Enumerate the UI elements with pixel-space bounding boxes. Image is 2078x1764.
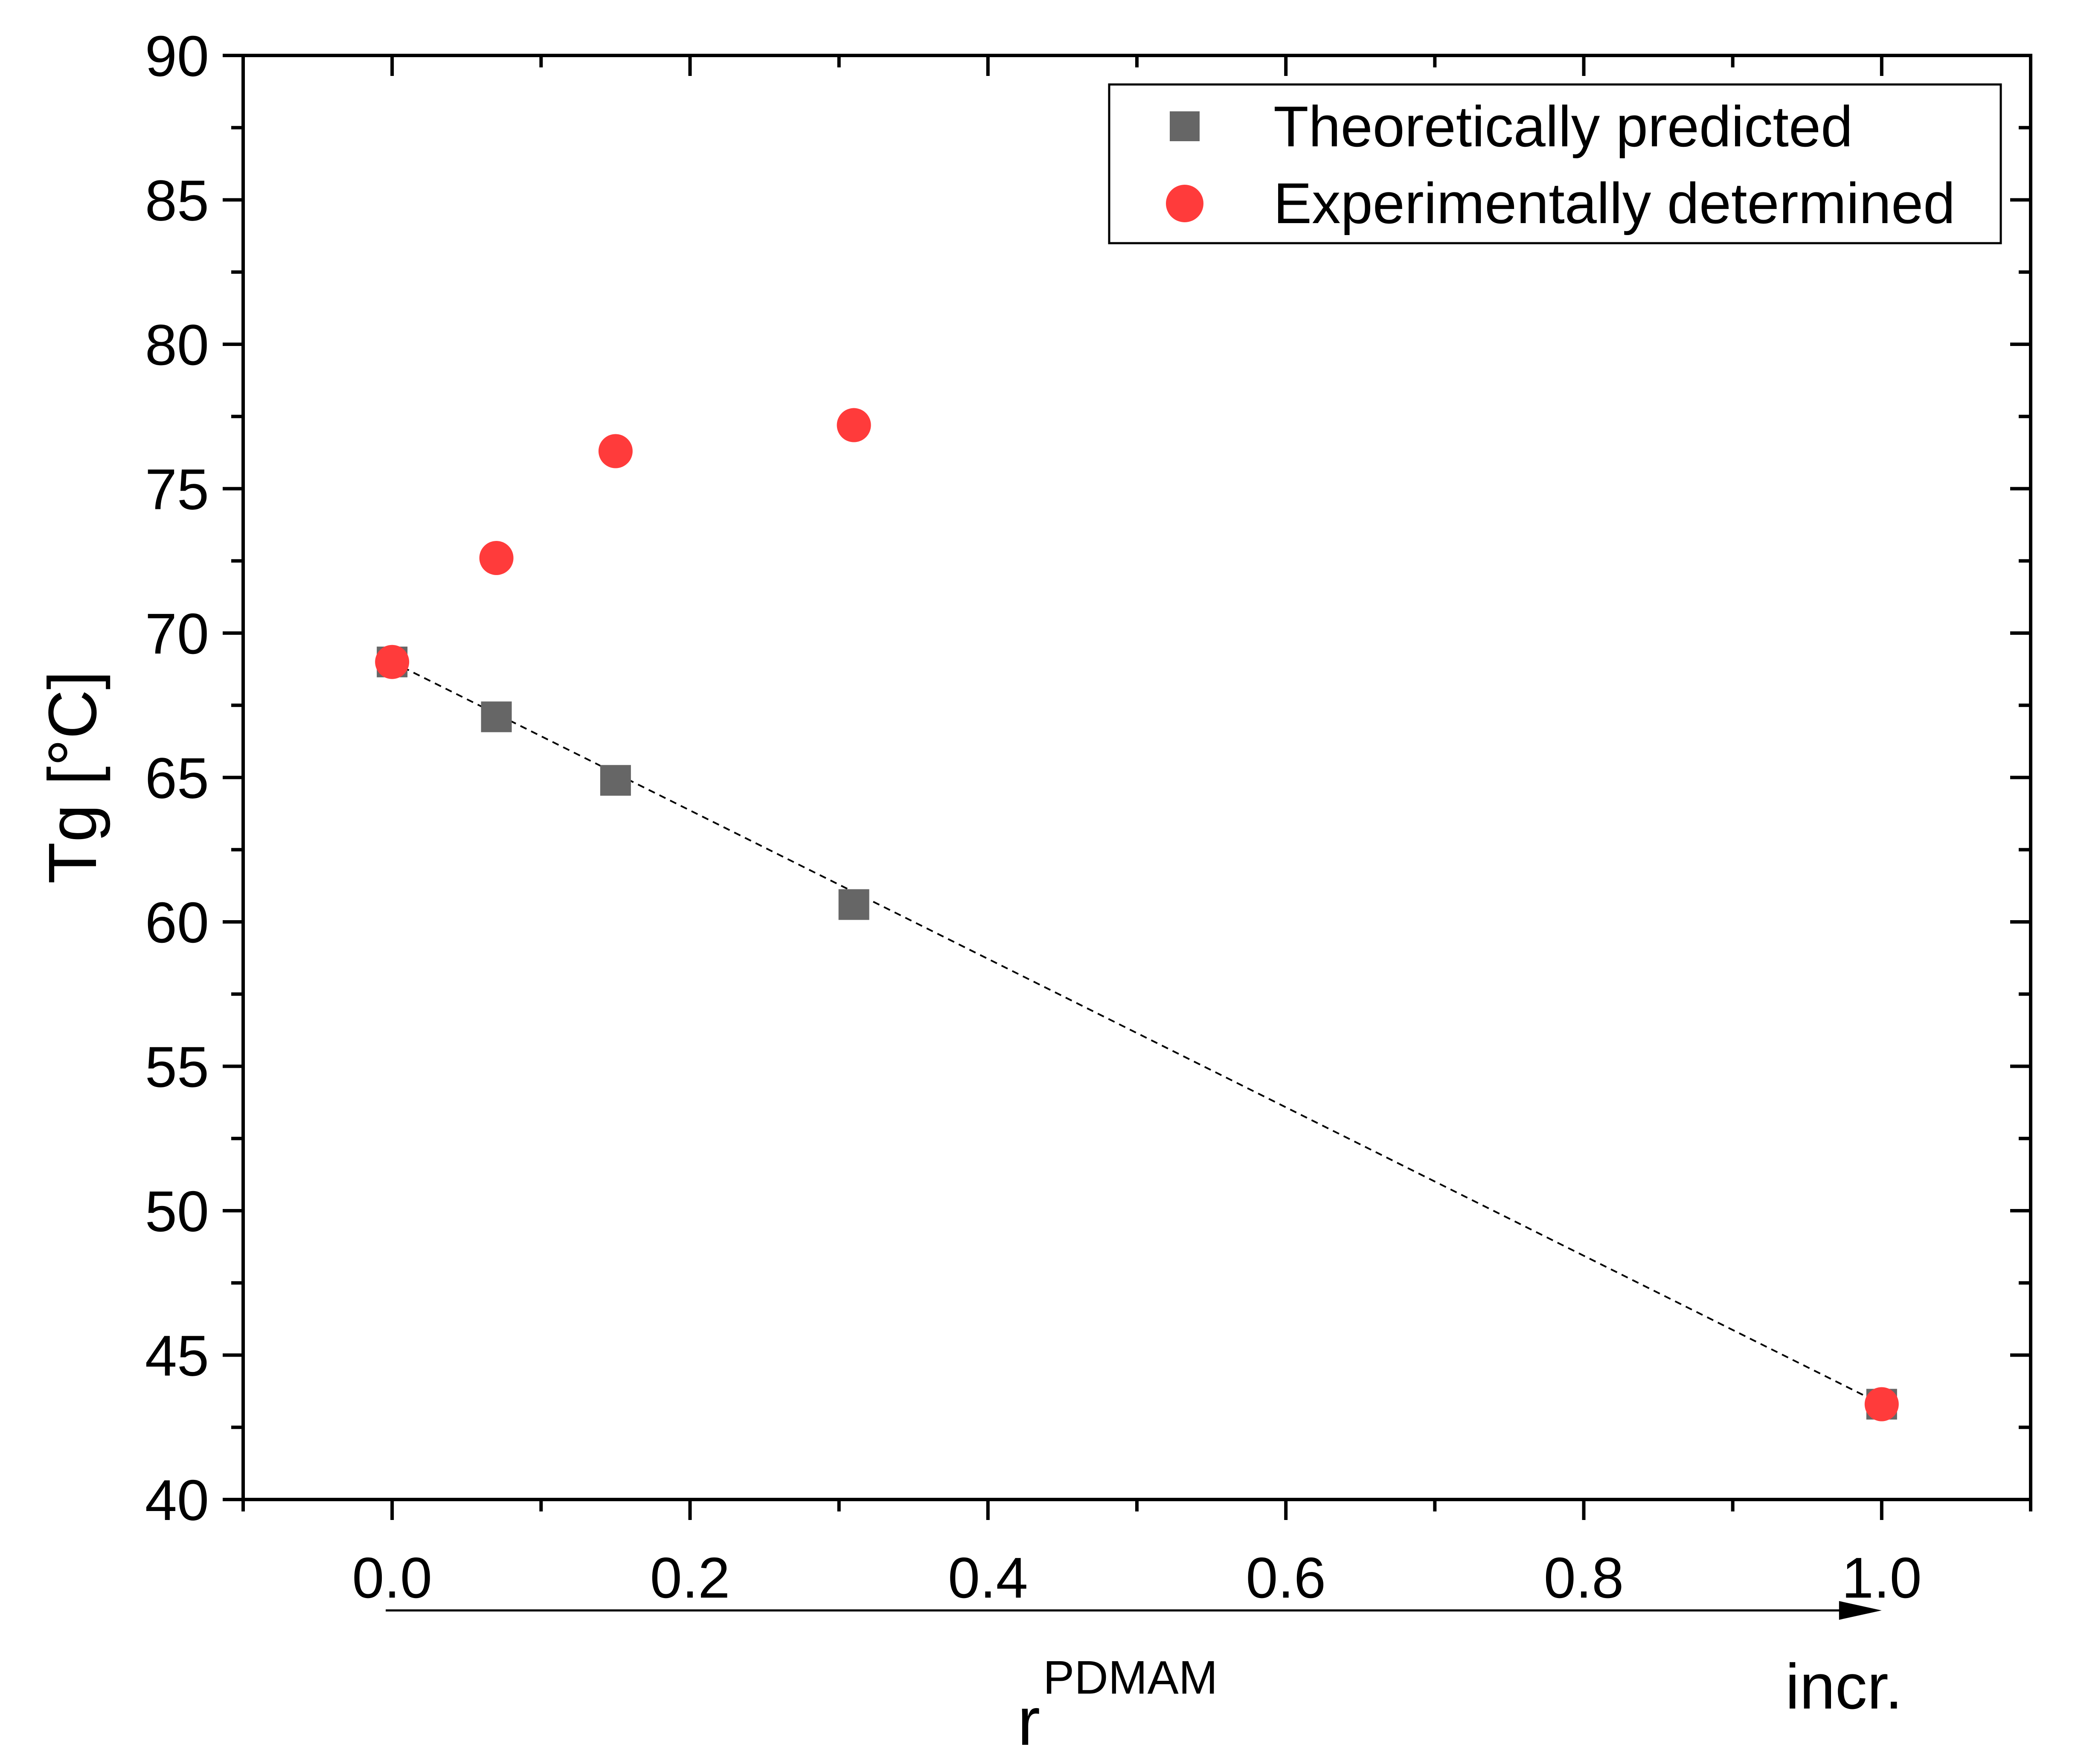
increase-label: incr. xyxy=(1785,1651,1903,1722)
legend-label-experimentally-determined: Experimentally determined xyxy=(1273,171,1955,235)
y-tick-label: 45 xyxy=(145,1324,209,1388)
x-tick-label: 0.4 xyxy=(948,1546,1028,1610)
y-tick-label: 90 xyxy=(145,24,209,88)
legend: Theoretically predicted Experimentally d… xyxy=(1108,83,2002,244)
y-tick-label: 70 xyxy=(145,602,209,666)
legend-marker-circle xyxy=(1166,185,1203,222)
y-tick-label: 40 xyxy=(145,1468,209,1532)
y-axis-tick-labels: 40 45 50 55 60 65 70 75 80 85 90 xyxy=(145,24,209,1532)
y-axis-label: Tg [°C] xyxy=(34,671,110,884)
data-point-experimental xyxy=(1864,1387,1899,1421)
y-tick-label: 50 xyxy=(145,1179,209,1244)
series-theoretically-predicted xyxy=(377,646,1897,1420)
y-tick-label: 60 xyxy=(145,890,209,955)
x-axis-ticks xyxy=(241,55,2032,1520)
data-point-experimental xyxy=(375,645,410,679)
x-tick-label: 0.6 xyxy=(1246,1546,1326,1610)
x-axis-tick-labels: 0.0 0.2 0.4 0.6 0.8 1.0 xyxy=(352,1546,1921,1610)
x-tick-label: 0.8 xyxy=(1544,1546,1624,1610)
data-point-experimental xyxy=(479,541,514,575)
y-tick-label: 55 xyxy=(145,1035,209,1099)
x-axis-label: r xyxy=(1017,1683,1040,1759)
y-tick-label: 75 xyxy=(145,457,209,522)
y-tick-label: 65 xyxy=(145,746,209,811)
legend-label-theoretically-predicted: Theoretically predicted xyxy=(1273,94,1853,159)
plot-frame xyxy=(241,54,2032,1501)
y-axis-ticks xyxy=(223,54,2031,1501)
y-tick-label: 80 xyxy=(145,313,209,377)
legend-box xyxy=(1108,83,2002,244)
data-point-experimental xyxy=(837,408,871,442)
trend-line xyxy=(392,661,1882,1405)
data-point-theoretical xyxy=(481,701,512,732)
data-point-experimental xyxy=(598,434,633,468)
x-tick-label: 1.0 xyxy=(1842,1546,1922,1610)
series-experimentally-determined xyxy=(375,408,1899,1421)
x-axis-label-superscript: PDMAM xyxy=(1043,1651,1218,1704)
data-point-theoretical xyxy=(838,889,869,920)
y-tick-label: 85 xyxy=(145,169,209,233)
data-point-theoretical xyxy=(600,765,631,796)
x-tick-label: 0.2 xyxy=(650,1546,730,1610)
legend-marker-square xyxy=(1170,111,1200,141)
x-tick-label: 0.0 xyxy=(352,1546,432,1610)
increase-arrow-head xyxy=(1839,1601,1882,1620)
